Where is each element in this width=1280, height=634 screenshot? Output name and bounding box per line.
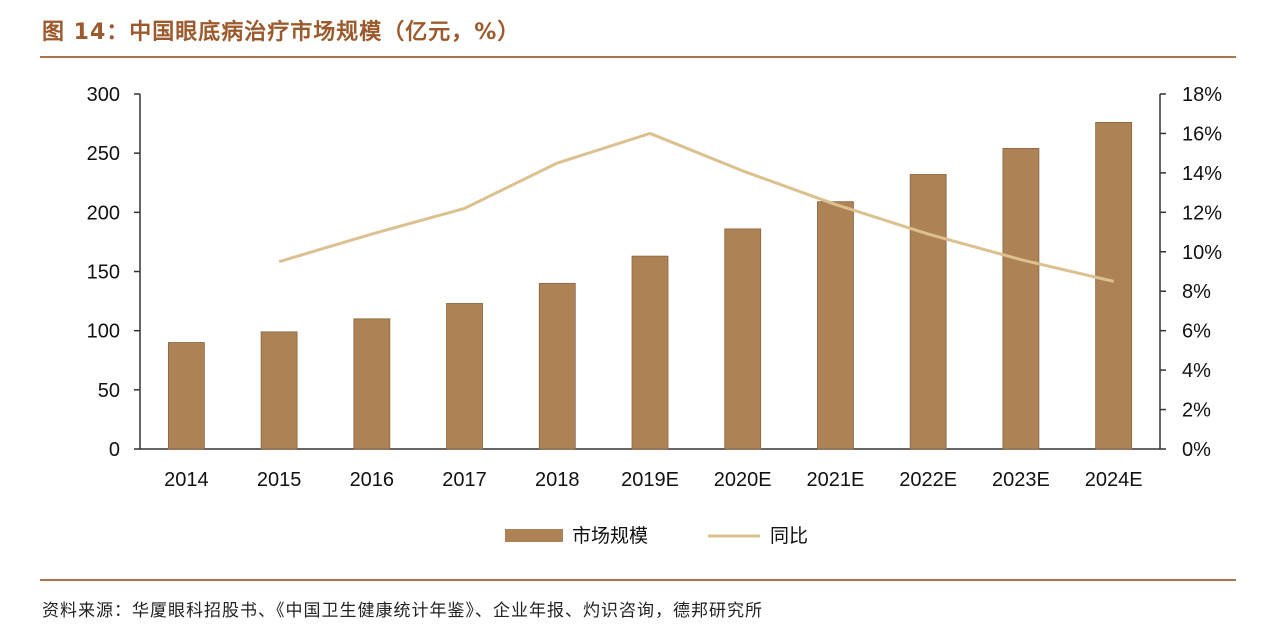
x-tick-label: 2021E — [807, 469, 865, 491]
bar-2023E — [1002, 148, 1040, 450]
right-tick-label: 6% — [1182, 321, 1211, 343]
x-tick-label: 2017 — [442, 469, 487, 491]
title-divider — [40, 56, 1236, 58]
left-tick-label: 300 — [87, 84, 120, 106]
x-tick-label: 2015 — [257, 469, 302, 491]
x-tick-label: 2023E — [992, 469, 1050, 491]
x-tick-label: 2022E — [899, 469, 957, 491]
right-tick-label: 2% — [1182, 400, 1211, 422]
bar-2017 — [446, 303, 483, 450]
right-tick-label: 4% — [1182, 360, 1211, 382]
left-tick-label: 50 — [98, 380, 120, 402]
x-tick-label: 2016 — [350, 469, 395, 491]
line-series-yoy — [278, 131, 1114, 283]
left-tick-label: 100 — [87, 321, 120, 343]
right-tick-label: 14% — [1182, 163, 1222, 185]
source-note: 资料来源：华厦眼科招股书、《中国卫生健康统计年鉴》、企业年报、灼识咨询，德邦研究… — [42, 601, 763, 621]
bar-2019E — [631, 255, 669, 450]
bar-2024E — [1095, 122, 1133, 450]
right-tick-label: 8% — [1182, 281, 1211, 303]
bar-2014 — [167, 342, 205, 450]
right-tick-label: 12% — [1182, 202, 1222, 224]
bar-2018 — [538, 282, 576, 450]
bar-2020E — [724, 228, 762, 450]
right-tick-label: 10% — [1182, 242, 1222, 264]
bar-2015 — [260, 331, 298, 450]
x-tick-label: 2018 — [535, 469, 580, 491]
right-tick-label: 18% — [1182, 84, 1222, 106]
x-tick-label: 2024E — [1085, 469, 1143, 491]
x-tick-label: 2020E — [714, 469, 772, 491]
legend-bar-swatch — [505, 529, 563, 542]
chart: 0 50 100 150 200 250 300 0% 2% 4% 6% 8% 10% 12% 14% 16%… — [87, 84, 1223, 547]
bar-2022E — [909, 174, 947, 450]
bar-2021E — [817, 201, 854, 450]
source-divider — [40, 579, 1236, 581]
left-tick-label: 0 — [109, 439, 120, 461]
x-tick-label: 2014 — [164, 469, 209, 491]
left-tick-label: 150 — [87, 262, 120, 284]
left-tick-label: 200 — [87, 202, 120, 224]
left-tick-label: 250 — [87, 143, 120, 165]
legend-bar-label: 市场规模 — [572, 525, 648, 547]
legend-line-label: 同比 — [770, 525, 808, 547]
bar-2016 — [353, 318, 391, 450]
chart-title: 图 14：中国眼底病治疗市场规模（亿元，%） — [42, 20, 521, 45]
right-tick-label: 16% — [1182, 123, 1222, 145]
x-tick-label: 2019E — [621, 469, 679, 491]
right-tick-label: 0% — [1182, 439, 1211, 461]
